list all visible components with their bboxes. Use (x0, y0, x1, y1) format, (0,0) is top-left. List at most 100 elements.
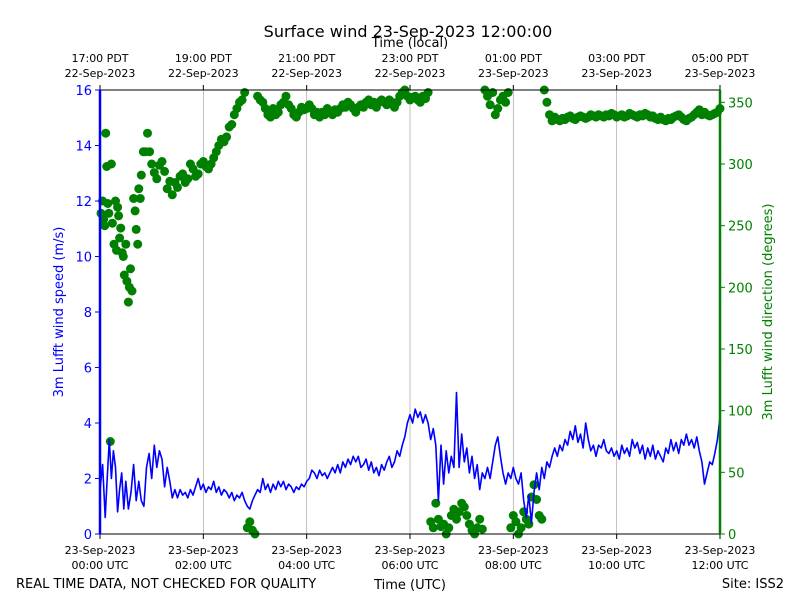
x-bottom-tick-date: 23-Sep-2023 (478, 544, 549, 557)
direction-point (126, 264, 135, 274)
direction-point (130, 206, 140, 216)
direction-point (477, 524, 487, 534)
x-bottom-tick-time: 06:00 UTC (381, 559, 438, 572)
direction-point (100, 221, 110, 231)
x-top-tick-time: 23:00 PDT (381, 52, 438, 65)
x-top-tick-date: 23-Sep-2023 (581, 67, 652, 80)
direction-point (183, 174, 193, 184)
y-left-axis-label: 3m Lufft wind speed (m/s) (52, 227, 67, 398)
direction-point (152, 174, 162, 184)
direction-point (485, 100, 495, 110)
gridlines (202, 90, 618, 534)
y-left-tick-label: 16 (75, 84, 92, 99)
direction-point (516, 523, 526, 533)
y-right-tick-label: 350 (728, 96, 753, 111)
y-right-tick-label: 200 (728, 281, 753, 296)
direction-point (118, 252, 128, 261)
x-top-axis-label: Time (local) (371, 36, 448, 51)
x-bottom-tick-time: 12:00 UTC (691, 559, 748, 572)
x-top-tick-date: 22-Sep-2023 (168, 67, 239, 80)
direction-point (475, 514, 485, 524)
direction-point (245, 517, 255, 527)
direction-point (273, 107, 283, 117)
direction-point (428, 523, 438, 533)
x-top-tick-time: 01:00 PDT (485, 52, 542, 65)
x-bottom-tick-date: 23-Sep-2023 (581, 544, 652, 557)
y-right-axis-label: 3m Lufft wind direction (degrees) (761, 204, 776, 421)
direction-point (459, 502, 469, 512)
x-top-tick-time: 21:00 PDT (278, 52, 335, 65)
y-right-tick-label: 300 (728, 158, 753, 173)
direction-point (113, 202, 123, 212)
direction-point (444, 523, 454, 533)
y-left-tick-label: 12 (75, 195, 92, 210)
ticks: 23-Sep-2023 00:00 UTC 23-Sep-2023 02:00 UTC… (65, 52, 756, 572)
direction-point (222, 132, 232, 142)
direction-point (452, 514, 461, 524)
x-top-tick-date: 22-Sep-2023 (271, 67, 342, 80)
direction-point (106, 159, 116, 169)
x-bottom-tick-time: 04:00 UTC (278, 559, 335, 572)
x-bottom-tick-date: 23-Sep-2023 (271, 544, 342, 557)
direction-point (537, 514, 547, 524)
direction-point (167, 190, 177, 200)
direction-point (488, 88, 498, 97)
direction-point (131, 224, 141, 234)
direction-point (162, 184, 172, 194)
y-left-tick-label: 14 (75, 140, 92, 155)
direction-point (129, 194, 139, 203)
direction-point (240, 88, 250, 97)
direction-point (157, 157, 167, 166)
direction-point (121, 239, 131, 249)
direction-point (116, 223, 126, 233)
x-bottom-tick-time: 00:00 UTC (71, 559, 128, 572)
x-bottom-tick-date: 23-Sep-2023 (685, 544, 756, 557)
direction-point (173, 182, 182, 192)
x-top-tick-date: 23-Sep-2023 (685, 67, 756, 80)
direction-point (501, 97, 511, 107)
direction-point (133, 239, 143, 249)
direction-point (529, 480, 539, 490)
direction-point (227, 120, 237, 129)
direction-point (511, 517, 521, 527)
direction-point (423, 88, 433, 97)
x-top-tick-date: 22-Sep-2023 (375, 67, 446, 80)
direction-point (145, 147, 155, 157)
y-left-tick-label: 0 (84, 528, 92, 543)
direction-series (96, 85, 725, 539)
x-bottom-tick-date: 23-Sep-2023 (168, 544, 239, 557)
y-left-tick-label: 2 (84, 473, 92, 488)
y-right-tick-label: 150 (728, 343, 753, 358)
direction-point (101, 128, 111, 138)
direction-point (103, 199, 113, 208)
x-bottom-tick-time: 02:00 UTC (175, 559, 232, 572)
y-right-tick-label: 0 (728, 528, 736, 543)
x-top-tick-time: 17:00 PDT (71, 52, 128, 65)
speed-series (99, 391, 721, 524)
x-bottom-tick-date: 23-Sep-2023 (65, 544, 136, 557)
direction-point (135, 194, 145, 203)
direction-point (143, 128, 152, 138)
x-bottom-tick-time: 08:00 UTC (485, 559, 542, 572)
direction-point (281, 91, 291, 101)
direction-point (136, 170, 146, 180)
direction-point (493, 104, 503, 113)
direction-point (193, 169, 203, 179)
direction-point (462, 511, 472, 520)
y-left-tick-label: 4 (84, 417, 92, 432)
direction-point (134, 184, 144, 194)
y-right-tick-label: 100 (728, 405, 753, 420)
x-top-tick-time: 19:00 PDT (175, 52, 232, 65)
direction-point (123, 297, 133, 307)
direction-point (114, 211, 124, 221)
x-top-tick-time: 05:00 PDT (691, 52, 748, 65)
direction-point (506, 523, 516, 533)
y-right-tick-label: 250 (728, 220, 753, 235)
y-left-tick-label: 6 (84, 362, 92, 377)
chart-title: Surface wind 23-Sep-2023 12:00:00 (264, 22, 553, 41)
x-top-tick-date: 23-Sep-2023 (478, 67, 549, 80)
y-right-tick-label: 50 (728, 466, 745, 481)
y-left-tick-label: 10 (75, 251, 92, 266)
direction-point (127, 286, 137, 296)
